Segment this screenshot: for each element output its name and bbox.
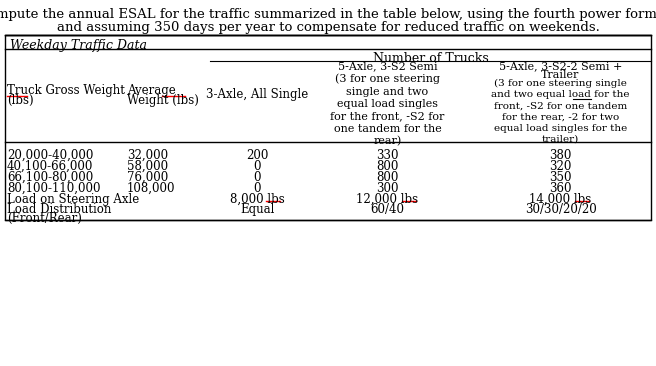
Text: 380: 380 [549,149,571,162]
Text: Truck Gross Weight: Truck Gross Weight [7,84,125,97]
Text: 0: 0 [254,171,261,184]
Text: 0: 0 [254,160,261,173]
Text: Equal: Equal [240,203,275,216]
Text: Load Distribution: Load Distribution [7,203,112,216]
Text: 350: 350 [549,171,572,184]
Text: Load on Steering Axle: Load on Steering Axle [7,193,139,206]
Text: 58,000: 58,000 [127,160,168,173]
Text: 3-Axle, All Single: 3-Axle, All Single [207,88,308,101]
Text: 66,100-80,000: 66,100-80,000 [7,171,93,184]
Text: Weight (lbs): Weight (lbs) [127,94,199,107]
Text: 40,100-66,000: 40,100-66,000 [7,160,93,173]
Text: 200: 200 [246,149,269,162]
Text: Weekday Traffic Data: Weekday Traffic Data [10,39,147,52]
Text: 800: 800 [377,171,399,184]
Text: Average: Average [127,84,176,97]
Text: (3 for one steering single
and two equal load for the
front, -S2 for one tandem
: (3 for one steering single and two equal… [491,79,630,143]
Text: 20,000-40,000: 20,000-40,000 [7,149,93,162]
Text: 5-Axle, 3-S2 Semi
(3 for one steering
single and two
equal load singles
for the : 5-Axle, 3-S2 Semi (3 for one steering si… [331,61,445,146]
Text: Trailer: Trailer [541,70,580,80]
Text: 800: 800 [377,160,399,173]
Text: 14,000 lbs: 14,000 lbs [529,193,592,206]
Text: Number of Trucks: Number of Trucks [373,52,488,65]
Text: 360: 360 [549,182,572,195]
Text: 80,100-110,000: 80,100-110,000 [7,182,100,195]
Text: 5-Axle, 3-S2-2 Semi +: 5-Axle, 3-S2-2 Semi + [499,61,622,71]
Text: 0: 0 [254,182,261,195]
Text: 300: 300 [377,182,399,195]
Text: 12,000 lbs: 12,000 lbs [356,193,419,206]
Text: 76,000: 76,000 [127,171,168,184]
Text: 60/40: 60/40 [371,203,405,216]
Text: 30/30/20/20: 30/30/20/20 [525,203,596,216]
Text: 108,000: 108,000 [127,182,176,195]
Text: 330: 330 [377,149,399,162]
Text: 32,000: 32,000 [127,149,168,162]
Text: (lbs): (lbs) [7,94,33,107]
Text: Compute the annual ESAL for the traffic summarized in the table below, using the: Compute the annual ESAL for the traffic … [0,8,656,21]
Text: (Front/Rear): (Front/Rear) [7,212,82,225]
Text: and assuming 350 days per year to compensate for reduced traffic on weekends.: and assuming 350 days per year to compen… [56,21,600,34]
Text: 8,000 lbs: 8,000 lbs [230,193,285,206]
Bar [5,35,651,220]
Text: 320: 320 [549,160,571,173]
